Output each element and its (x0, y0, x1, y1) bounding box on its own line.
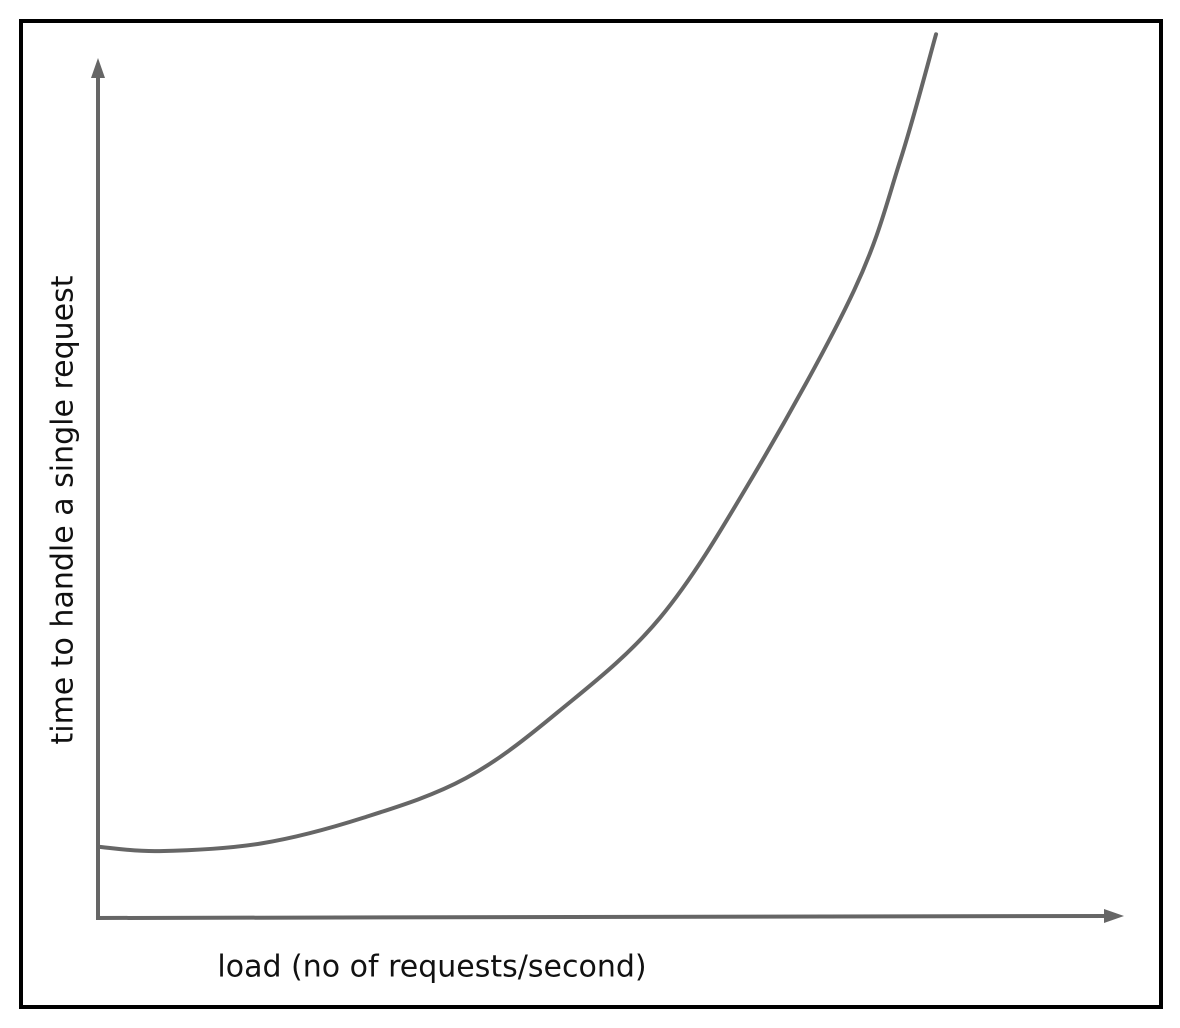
x-axis-label: load (no of requests/second) (217, 950, 646, 985)
y-axis-arrow (91, 58, 105, 78)
x-axis (95, 914, 1109, 920)
x-axis-arrow (1104, 909, 1124, 923)
frame (19, 19, 1163, 1009)
curve (96, 32, 939, 854)
y-axis-label: time to handle a single request (46, 275, 81, 744)
